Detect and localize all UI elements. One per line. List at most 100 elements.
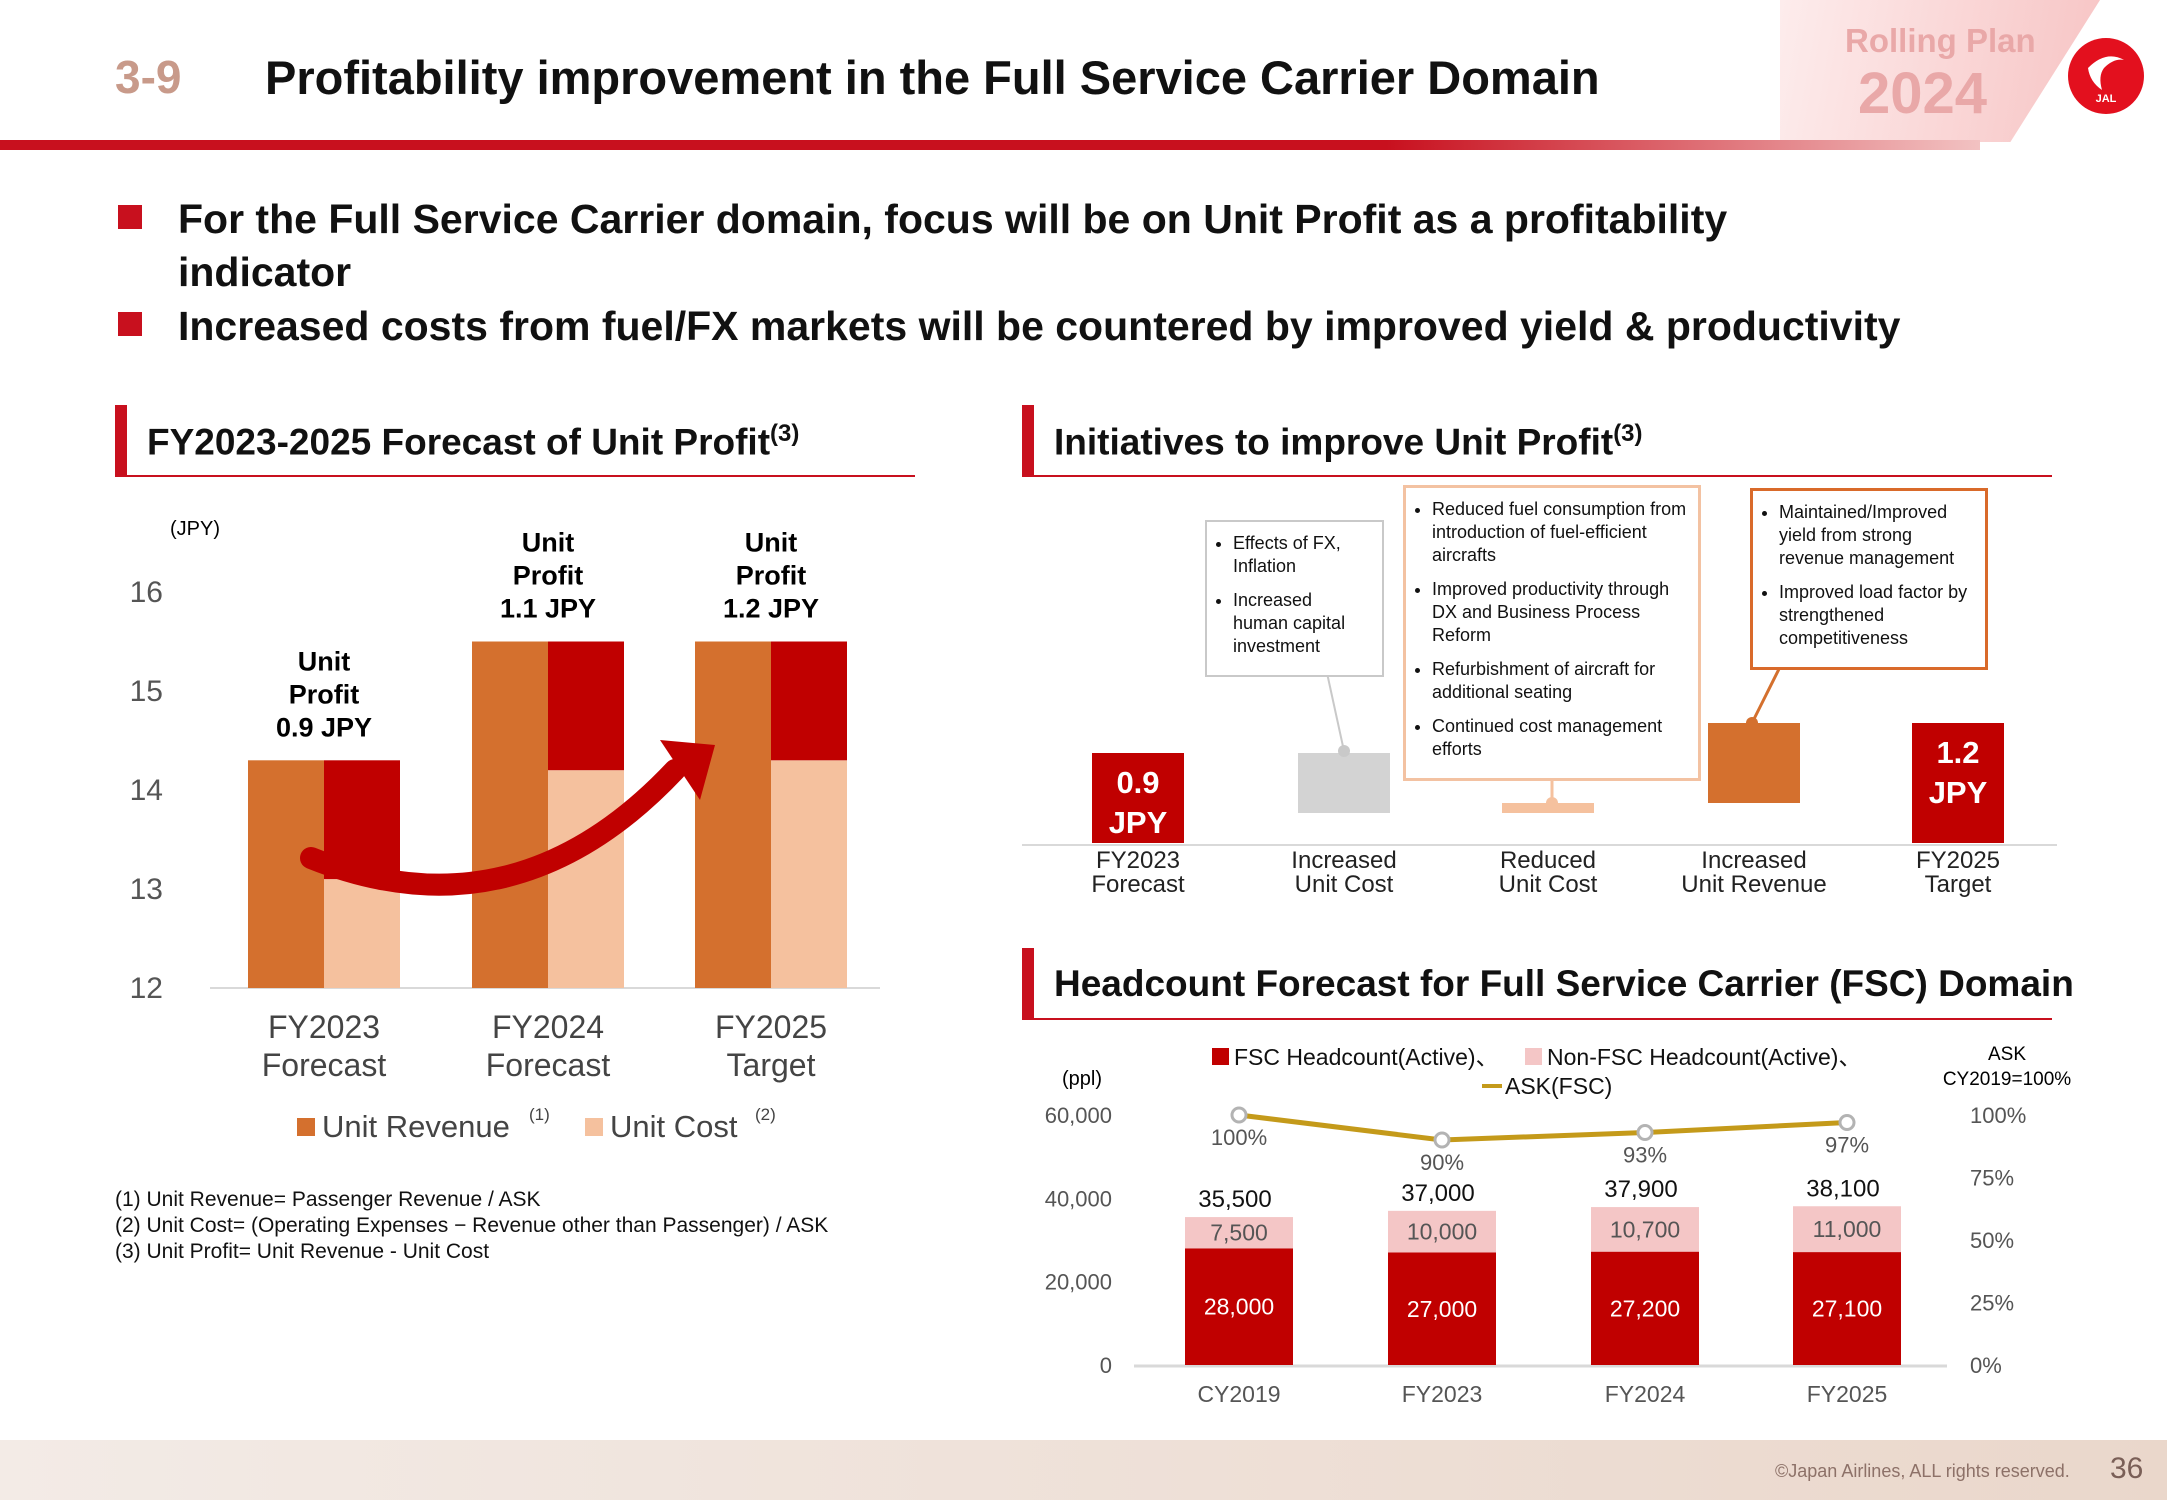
y2-axis-label: CY2019=100% [1943, 1069, 2071, 1090]
non-fsc-headcount-bar [1793, 1206, 1901, 1253]
non-fsc-value-label: 7,500 [1210, 1220, 1268, 1246]
fsc-value-label: 28,000 [1204, 1294, 1274, 1320]
legend-footnote-ref: (2) [755, 1105, 776, 1124]
callout-item: Increased human capital investment [1233, 589, 1372, 658]
ask-point [1636, 1124, 1654, 1141]
unit-revenue-bar [248, 760, 324, 988]
waterfall-value-label: 0.9 [1116, 765, 1159, 800]
headcount-header: Headcount Forecast for Full Service Carr… [1022, 948, 2122, 1020]
non-fsc-headcount-bar [1185, 1217, 1293, 1249]
waterfall-bar [1708, 723, 1800, 803]
ask-line [1238, 1112, 1848, 1143]
y-tick-label: 13 [130, 873, 163, 906]
unit-profit-label: Profit [513, 561, 584, 591]
fsc-headcount-bar [1793, 1252, 1901, 1365]
bullet-2: Increased costs from fuel/FX markets wil… [118, 300, 2068, 353]
fsc-value-label: 27,200 [1610, 1295, 1680, 1321]
x-tick-label: Unit Cost [1499, 871, 1598, 898]
non-fsc-value-label: 11,000 [1813, 1216, 1882, 1242]
x-tick-label: Increased [1701, 847, 1806, 874]
bullet-1-line-2: indicator [178, 249, 352, 295]
footnote-ref: (3) [770, 420, 800, 447]
unit-revenue-bar [472, 641, 548, 988]
y2-tick-label: 100% [1970, 1103, 2026, 1128]
jal-logo-icon: JAL [2068, 38, 2144, 114]
callout-connector-dot [1746, 717, 1758, 729]
page-title: Profitability improvement in the Full Se… [265, 51, 1600, 104]
non-fsc-headcount-bar [1388, 1210, 1496, 1253]
callout-item: Effects of FX, Inflation [1233, 532, 1372, 578]
ask-value-label: 100% [1211, 1125, 1267, 1150]
total-value-label: 38,100 [1806, 1175, 1879, 1202]
y-tick-label: 14 [130, 774, 163, 807]
x-tick-label: FY2025 [1807, 1381, 1888, 1407]
unit-profit-label: Profit [289, 679, 360, 709]
unit-revenue-bar [695, 641, 771, 988]
waterfall-value-label: 1.2 [1936, 735, 1979, 770]
x-tick-label: FY2023 [268, 1009, 380, 1045]
ask-point [1433, 1131, 1451, 1149]
section-title: Headcount Forecast for Full Service Carr… [1054, 963, 2074, 1004]
callout-item: Refurbishment of aircraft for additional… [1432, 658, 1688, 704]
total-value-label: 37,900 [1604, 1176, 1677, 1203]
x-tick-label: FY2024 [492, 1009, 604, 1045]
y-tick-label: 16 [130, 576, 163, 609]
bullet-1: For the Full Service Carrier domain, foc… [118, 193, 2068, 299]
y-tick-label: 12 [130, 972, 163, 1005]
fsc-headcount-bar [1185, 1248, 1293, 1365]
x-tick-label: CY2019 [1197, 1381, 1280, 1407]
unit-cost-bar [771, 760, 847, 988]
ask-value-label: 93% [1623, 1143, 1667, 1168]
bullet-1-line-1: For the Full Service Carrier domain, foc… [178, 196, 1728, 242]
non-fsc-headcount-bar [1591, 1207, 1699, 1252]
x-tick-label: FY2025 [715, 1009, 827, 1045]
waterfall-value-label: JPY [1929, 775, 1988, 810]
unit-profit-label: Unit [522, 528, 574, 558]
callout-item: Improved load factor by strengthened com… [1779, 581, 1975, 650]
waterfall-bar [1298, 753, 1390, 813]
unit-profit-label: 1.2 JPY [723, 594, 819, 624]
x-tick-label: Target [727, 1047, 816, 1083]
unit-profit-label: Unit [298, 646, 350, 676]
footer-bar [0, 1440, 2167, 1500]
callout-item: Maintained/Improved yield from strong re… [1779, 501, 1975, 570]
headcount-chart: (ppl) 0 20,000 40,000 60,000 ASK CY2019=100% 0%… [1045, 1044, 2072, 1407]
rolling-plan-label: Rolling Plan [1845, 22, 2036, 59]
legend-label-non-fsc: Non-FSC Headcount(Active)、 [1547, 1044, 1861, 1070]
waterfall-value-label: JPY [1109, 805, 1168, 840]
fsc-headcount-bar [1591, 1251, 1699, 1365]
footnote-3: (3) Unit Profit= Unit Revenue - Unit Cos… [115, 1240, 490, 1263]
page-number: 36 [2110, 1452, 2144, 1485]
legend-swatch-fsc [1212, 1048, 1229, 1065]
unit-profit-label: 1.1 JPY [500, 594, 596, 624]
callout-item: Reduced fuel consumption from introducti… [1432, 498, 1688, 567]
x-tick-label: Unit Revenue [1681, 871, 1826, 898]
y2-axis-label: ASK [1988, 1044, 2026, 1065]
unit-profit-segment [771, 641, 847, 761]
section-title: FY2023-2025 Forecast of Unit Profit [147, 421, 771, 463]
arrow-head-icon [660, 740, 715, 800]
callout-connector [1326, 672, 1345, 752]
fsc-headcount-bar [1388, 1252, 1496, 1365]
x-tick-label: FY2024 [1605, 1381, 1686, 1407]
callout-increased-unit-cost: Effects of FX, Inflation Increased human … [1205, 520, 1384, 677]
ask-value-label: 90% [1420, 1150, 1464, 1175]
y-axis-label: (JPY) [170, 518, 220, 540]
x-tick-label: FY2023 [1402, 1381, 1483, 1407]
waterfall-bar [1092, 753, 1184, 843]
x-tick-label: Reduced [1500, 847, 1596, 874]
footnote-1: (1) Unit Revenue= Passenger Revenue / AS… [115, 1188, 541, 1211]
fsc-value-label: 27,000 [1407, 1296, 1477, 1322]
legend-label-unit-revenue: Unit Revenue [322, 1109, 510, 1144]
callout-connector-dot [1338, 745, 1350, 757]
y2-tick-label: 0% [1970, 1353, 2002, 1378]
callout-item: Continued cost management efforts [1432, 715, 1688, 761]
x-tick-label: Unit Cost [1295, 871, 1394, 898]
callout-item: Improved productivity through DX and Bus… [1432, 578, 1688, 647]
y2-tick-label: 25% [1970, 1291, 2014, 1316]
logo-text: JAL [2096, 93, 2117, 105]
x-tick-label: FY2025 [1916, 847, 2000, 874]
initiatives-header: Initiatives to improve Unit Profit(3) [1022, 405, 2052, 477]
x-tick-label: Target [1925, 871, 1992, 898]
